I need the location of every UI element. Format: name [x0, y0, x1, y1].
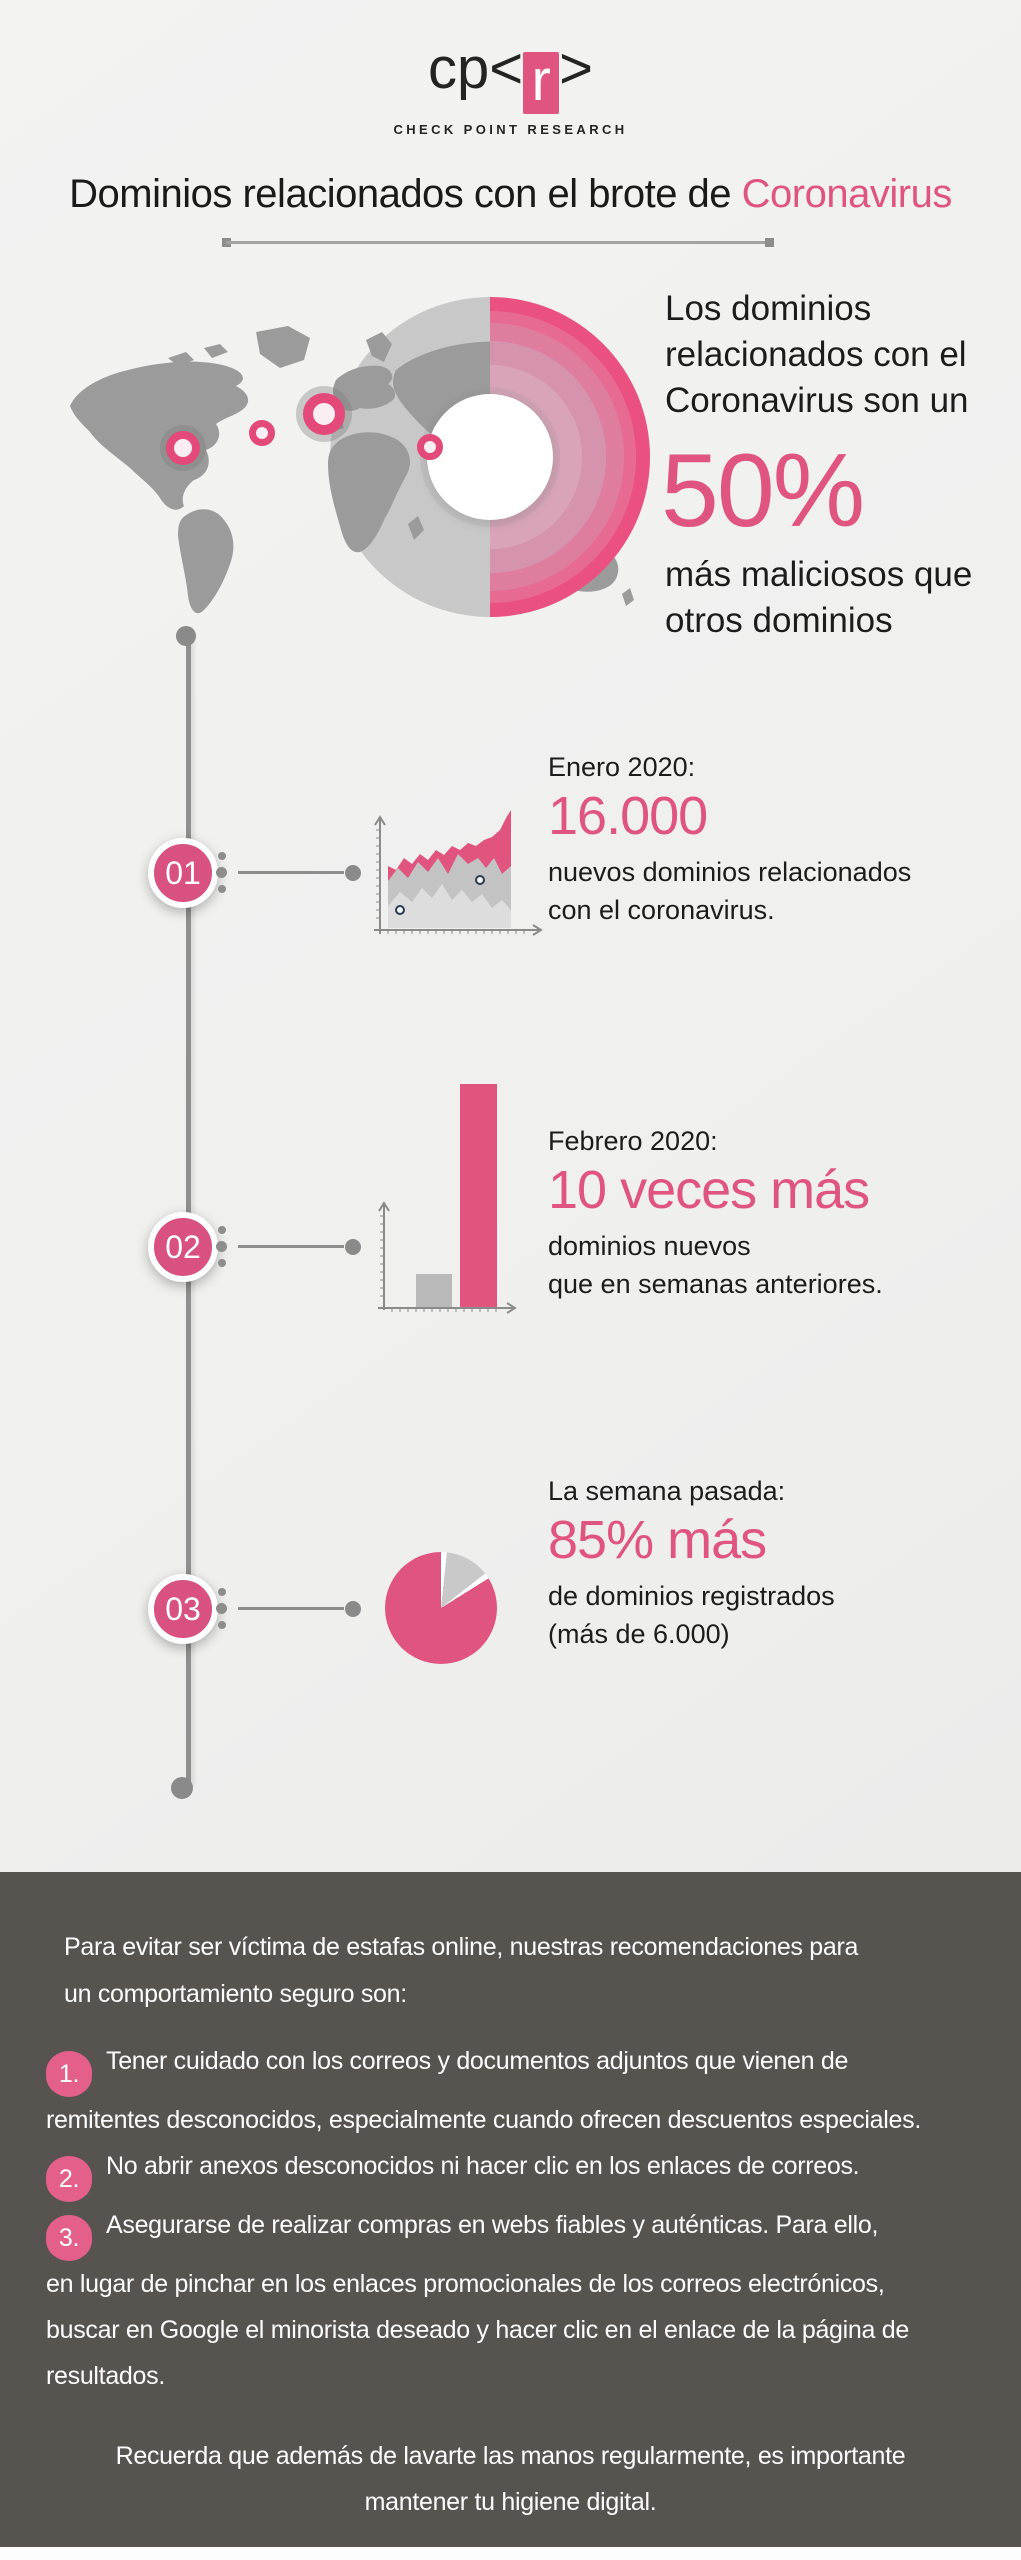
milestone-03-text: La semana pasada: 85% más de dominios re… [548, 1476, 1008, 1653]
milestone-03-connector-line [238, 1607, 344, 1610]
milestone-02-connector-dot [345, 1239, 361, 1255]
milestone-02-dot-small [218, 1226, 226, 1234]
milestone-02-body: dominios nuevos que en semanas anteriore… [548, 1231, 883, 1300]
footer-item-3: 3. Asegurarse de realizar compras en webs… [46, 2202, 1001, 2399]
pie-chart-icon [385, 1552, 497, 1664]
milestone-01-text: Enero 2020: 16.000 nuevos dominios relac… [548, 752, 1008, 929]
map-marker-north-america [166, 431, 200, 465]
timeline-start-dot [176, 626, 196, 646]
area-chart-icon [374, 810, 543, 936]
hero-outro-text: más maliciosos que otros dominios [665, 555, 973, 641]
milestone-02-label: Febrero 2020: [548, 1126, 718, 1156]
hero-stat-block: Los dominios relacionados con el Coronav… [661, 286, 1015, 644]
bar-chart-icon [378, 1084, 517, 1314]
milestone-03-dot-small [218, 1588, 226, 1596]
logo-prefix: cp< [427, 36, 524, 101]
milestone-badge-01: 01 [148, 838, 218, 908]
milestone-01-connector-dot [345, 865, 361, 881]
milestone-02-connector-line [238, 1245, 344, 1248]
underline-bar [226, 241, 770, 244]
milestone-01-label: Enero 2020: [548, 752, 696, 782]
map-marker-east-asia [417, 434, 443, 460]
milestone-01-dot-small [218, 852, 226, 860]
milestone-badge-02: 02 [148, 1212, 218, 1282]
page-title-pink: Coronavirus [741, 172, 953, 216]
milestone-badge-03: 03 [148, 1574, 218, 1644]
page-title-black: Dominios relacionados con el brote de [69, 172, 742, 216]
map-marker-eastern-europe [303, 393, 345, 435]
donut-chart-center [427, 394, 553, 520]
hero-intro-text: Los dominios relacionados con el Coronav… [665, 289, 969, 420]
milestone-03-big-number: 85% más [548, 1510, 767, 1570]
milestone-01-dot-small2 [218, 885, 226, 893]
underline-right-cap [765, 238, 774, 247]
footer-item-2-bullet: 2. [46, 2156, 92, 2202]
map-marker-europe [249, 420, 275, 446]
milestone-02-text: Febrero 2020: 10 veces más dominios nuev… [548, 1126, 1008, 1303]
footer-closing: Recuerda que además de lavarte las manos… [115, 2442, 906, 2516]
milestone-03-dot-small2 [218, 1621, 226, 1629]
title-underline [222, 238, 774, 247]
footer-item-2: 2. No abrir anexos desconocidos ni hacer … [46, 2143, 1001, 2202]
footer-item-1-bullet: 1. [46, 2051, 92, 2097]
footer-intro: Para evitar ser víctima de estafas onlin… [64, 1933, 859, 2008]
milestone-02-dot-small2 [218, 1259, 226, 1267]
hero-big-number: 50% [661, 433, 865, 549]
recommendations-footer: Para evitar ser víctima de estafas onlin… [0, 1872, 1021, 2547]
logo-suffix: > [559, 36, 593, 101]
footer-item-3-text: Asegurarse de realizar compras en webs f… [46, 2211, 909, 2390]
footer-item-1: 1. Tener cuidado con los correos y docume… [46, 2038, 1001, 2143]
footer-item-3-bullet: 3. [46, 2215, 92, 2261]
milestone-03-label: La semana pasada: [548, 1476, 786, 1506]
milestone-03-body: de dominios registrados (más de 6.000) [548, 1581, 835, 1650]
milestone-03-connector-dot [345, 1601, 361, 1617]
cpr-logo: cp< r > CHECK POINT RESEARCH [0, 40, 1021, 138]
cpr-logo-wordmark: cp< r > [0, 40, 1021, 114]
milestone-01-big-number: 16.000 [548, 786, 708, 846]
footer-item-1-text: Tener cuidado con los correos y document… [46, 2047, 921, 2134]
milestone-03-dot-mid [216, 1603, 227, 1614]
milestone-02-dot-mid [216, 1241, 227, 1252]
milestone-01-connector-line [238, 871, 344, 874]
milestone-02-big-number: 10 veces más [548, 1160, 870, 1220]
logo-subtitle: CHECK POINT RESEARCH [393, 122, 628, 137]
milestone-01-dot-mid [216, 867, 227, 878]
logo-r-box: r [523, 52, 560, 114]
milestone-01-body: nuevos dominios relacionados con el coro… [548, 857, 912, 926]
footer-item-2-text: No abrir anexos desconocidos ni hacer cl… [106, 2152, 860, 2180]
bottom-white-strip [0, 2547, 1021, 2560]
timeline-vertical-line [186, 638, 191, 1784]
page-title: Dominios relacionados con el brote de Co… [0, 172, 1021, 217]
timeline-end-dot [171, 1777, 193, 1799]
